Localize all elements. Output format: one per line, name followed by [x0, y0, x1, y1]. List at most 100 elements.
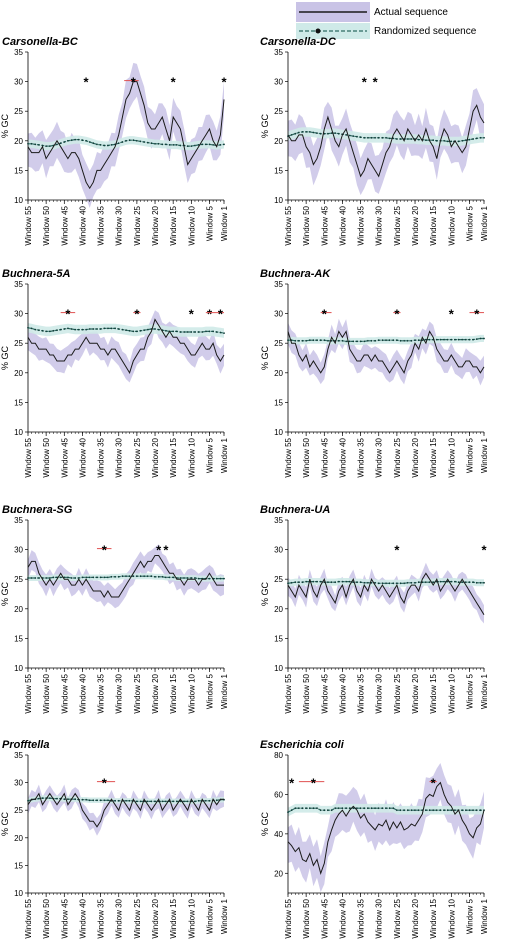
randomized-point — [363, 340, 366, 343]
randomized-point — [399, 339, 402, 342]
randomized-point — [190, 577, 193, 579]
randomized-point — [308, 807, 311, 810]
randomized-point — [443, 809, 445, 812]
randomized-point — [450, 580, 453, 583]
x-tick-label: Window 5 — [465, 205, 474, 241]
randomized-point — [475, 137, 478, 140]
randomized-point — [443, 139, 445, 142]
randomized-point — [374, 339, 376, 342]
randomized-point — [359, 581, 362, 584]
randomized-point — [215, 331, 218, 333]
x-tick-label: Window 25 — [393, 898, 402, 938]
randomized-point — [103, 327, 106, 330]
randomized-point — [27, 142, 29, 145]
randomized-point — [385, 339, 387, 342]
actual-line — [287, 781, 485, 875]
randomized-point — [38, 797, 40, 800]
randomized-point — [103, 799, 106, 802]
randomized-point — [330, 132, 333, 135]
randomized-point — [219, 144, 222, 146]
randomized-point — [305, 131, 307, 133]
randomized-point — [356, 807, 358, 810]
randomized-point — [399, 138, 402, 140]
y-axis-label: % GC — [260, 346, 270, 371]
y-tick-label: 35 — [14, 516, 23, 525]
significance-star: * — [373, 75, 379, 90]
x-tick-label: Window 30 — [115, 437, 124, 477]
panel-title: Buchnera-UA — [260, 504, 330, 516]
randomized-point — [385, 136, 387, 139]
randomized-point — [183, 577, 186, 579]
x-tick-label: Window 20 — [151, 898, 160, 938]
randomized-point — [345, 134, 347, 136]
randomized-point — [377, 339, 380, 342]
x-tick-label: Window 1 — [480, 673, 489, 709]
randomized-point — [99, 576, 102, 579]
actual-line — [27, 81, 225, 190]
x-tick-label: Window 20 — [411, 205, 420, 245]
randomized-point — [417, 339, 420, 342]
randomized-point — [117, 142, 120, 145]
y-tick-label: 30 — [14, 78, 23, 87]
randomized-point — [396, 138, 398, 140]
y-tick-label: 10 — [14, 889, 23, 898]
randomized-point — [454, 809, 456, 812]
randomized-point — [179, 144, 182, 147]
randomized-point — [298, 339, 300, 342]
x-tick-label: Window 50 — [42, 673, 51, 713]
randomized-point — [432, 581, 435, 584]
randomized-point — [219, 331, 222, 334]
randomized-point — [146, 575, 149, 578]
x-tick-label: Window 55 — [284, 437, 293, 477]
randomized-point — [103, 576, 106, 579]
randomized-point — [146, 328, 149, 331]
randomized-point — [388, 339, 391, 342]
y-axis-label: % GC — [0, 346, 10, 371]
x-tick-label: Window 55 — [284, 673, 293, 713]
randomized-point — [194, 577, 196, 579]
randomized-point — [439, 338, 442, 341]
y-tick-label: 10 — [274, 196, 283, 205]
randomized-point — [41, 329, 44, 332]
randomized-point — [186, 577, 189, 579]
randomized-point — [219, 577, 222, 580]
randomized-point — [367, 339, 369, 342]
randomized-point — [154, 800, 156, 803]
randomized-point — [323, 809, 326, 812]
randomized-point — [414, 339, 416, 342]
y-tick-label: 30 — [274, 78, 283, 87]
x-tick-label: Window 20 — [411, 437, 420, 477]
randomized-point — [179, 800, 182, 803]
y-tick-label: 20 — [274, 137, 283, 146]
x-tick-label: Window 35 — [357, 898, 366, 938]
randomized-point — [165, 329, 167, 332]
randomized-band — [288, 127, 484, 147]
randomized-point — [205, 143, 207, 146]
randomized-point — [59, 328, 62, 331]
x-tick-label: Window 25 — [393, 437, 402, 477]
randomized-point — [70, 139, 73, 142]
randomized-point — [374, 581, 376, 584]
randomized-point — [99, 799, 102, 802]
randomized-point — [337, 580, 340, 583]
randomized-point — [403, 809, 405, 812]
x-tick-label: Window 55 — [24, 673, 33, 713]
randomized-point — [223, 143, 225, 146]
y-tick-label: 35 — [274, 516, 283, 525]
randomized-point — [428, 338, 431, 341]
randomized-point — [96, 799, 98, 802]
y-tick-label: 15 — [14, 398, 23, 407]
randomized-point — [406, 809, 409, 812]
randomized-point — [327, 132, 329, 135]
panel-title: Carsonella-DC — [260, 36, 337, 48]
randomized-point — [337, 132, 340, 135]
randomized-point — [341, 807, 344, 810]
significance-star: * — [362, 75, 368, 90]
randomized-point — [30, 142, 33, 145]
y-axis-label: % GC — [260, 114, 270, 139]
randomized-point — [92, 576, 95, 579]
y-axis-label: % GC — [0, 582, 10, 607]
actual-band — [28, 784, 224, 836]
randomized-point — [305, 807, 307, 810]
y-tick-label: 15 — [274, 634, 283, 643]
